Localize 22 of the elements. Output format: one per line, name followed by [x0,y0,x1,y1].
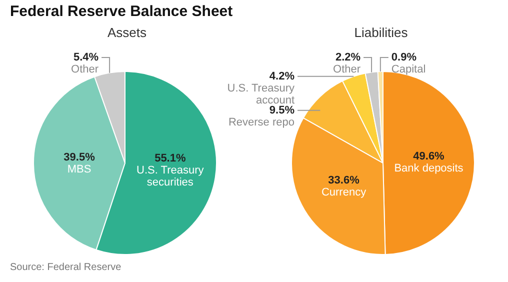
chart-title: Federal Reserve Balance Sheet [10,3,233,20]
source-note: Source: Federal Reserve [10,262,122,273]
slice-label: Reverse repo [228,116,294,128]
slice-label: MBS [67,163,92,176]
slice-label: Currency [321,186,367,199]
slice-label: Other [71,64,99,76]
slice-label: Bank deposits [394,162,464,174]
slice-label: U.S. Treasury securities [136,164,204,188]
data-label: 5.4% [73,52,99,64]
data-label: 9.5% [269,104,295,116]
slice-label: Capital [391,64,426,76]
slice-label: U.S. Treasury account [227,82,295,106]
data-label: 2.2% [335,52,361,64]
data-label: 4.2% [269,70,295,82]
chart-subtitle: Assets [106,25,148,40]
data-label: 0.9% [391,52,417,64]
data-label: 33.6% [328,174,360,187]
data-label: 49.6% [413,150,445,162]
slice-label: Other [333,64,361,76]
chart-title: Liabilities [353,25,409,40]
data-label: 39.5% [64,151,96,164]
data-label: 55.1% [154,152,186,164]
